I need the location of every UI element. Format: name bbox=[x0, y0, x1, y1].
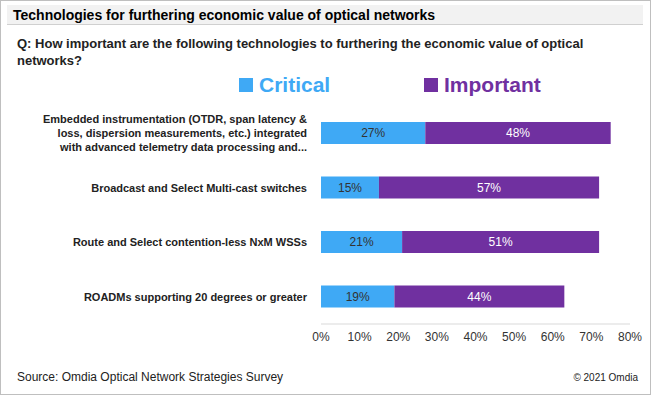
svg-text:20%: 20% bbox=[386, 330, 410, 344]
svg-text:15%: 15% bbox=[338, 181, 362, 195]
svg-text:60%: 60% bbox=[541, 330, 565, 344]
svg-text:19%: 19% bbox=[346, 290, 370, 304]
html-text:Q: How important are the follo: Q: How important are the following techn… bbox=[17, 36, 584, 68]
svg-text:Broadcast and Select Multi-cas: Broadcast and Select Multi-cast switches bbox=[91, 182, 307, 194]
svg-text:40%: 40% bbox=[463, 330, 487, 344]
svg-text:21%: 21% bbox=[350, 235, 374, 249]
html-text:Technologies for furthering ec: Technologies for furthering economic val… bbox=[13, 7, 436, 23]
svg-text:57%: 57% bbox=[477, 181, 501, 195]
svg-text:48%: 48% bbox=[506, 126, 530, 140]
svg-text:Embedded instrumentation (OTDR: Embedded instrumentation (OTDR, span lat… bbox=[43, 113, 307, 153]
svg-text:27%: 27% bbox=[361, 126, 385, 140]
svg-text:ROADMs supporting 20 degrees o: ROADMs supporting 20 degrees or greater bbox=[84, 291, 308, 303]
svg-text:0%: 0% bbox=[312, 330, 330, 344]
svg-text:30%: 30% bbox=[425, 330, 449, 344]
svg-text:50%: 50% bbox=[502, 330, 526, 344]
svg-text:10%: 10% bbox=[348, 330, 372, 344]
html-text:Important: Important bbox=[444, 73, 541, 96]
svg-text:51%: 51% bbox=[489, 235, 513, 249]
svg-text:70%: 70% bbox=[579, 330, 603, 344]
svg-text:Route and Select contention-le: Route and Select contention-less NxM WSS… bbox=[73, 236, 307, 248]
html-text:Critical: Critical bbox=[259, 73, 331, 96]
html-text:Source: Omdia Optical Network: Source: Omdia Optical Network Strategies… bbox=[17, 370, 284, 384]
html-text:© 2021 Omdia: © 2021 Omdia bbox=[573, 372, 638, 383]
svg-text:44%: 44% bbox=[467, 290, 491, 304]
svg-text:80%: 80% bbox=[618, 330, 642, 344]
